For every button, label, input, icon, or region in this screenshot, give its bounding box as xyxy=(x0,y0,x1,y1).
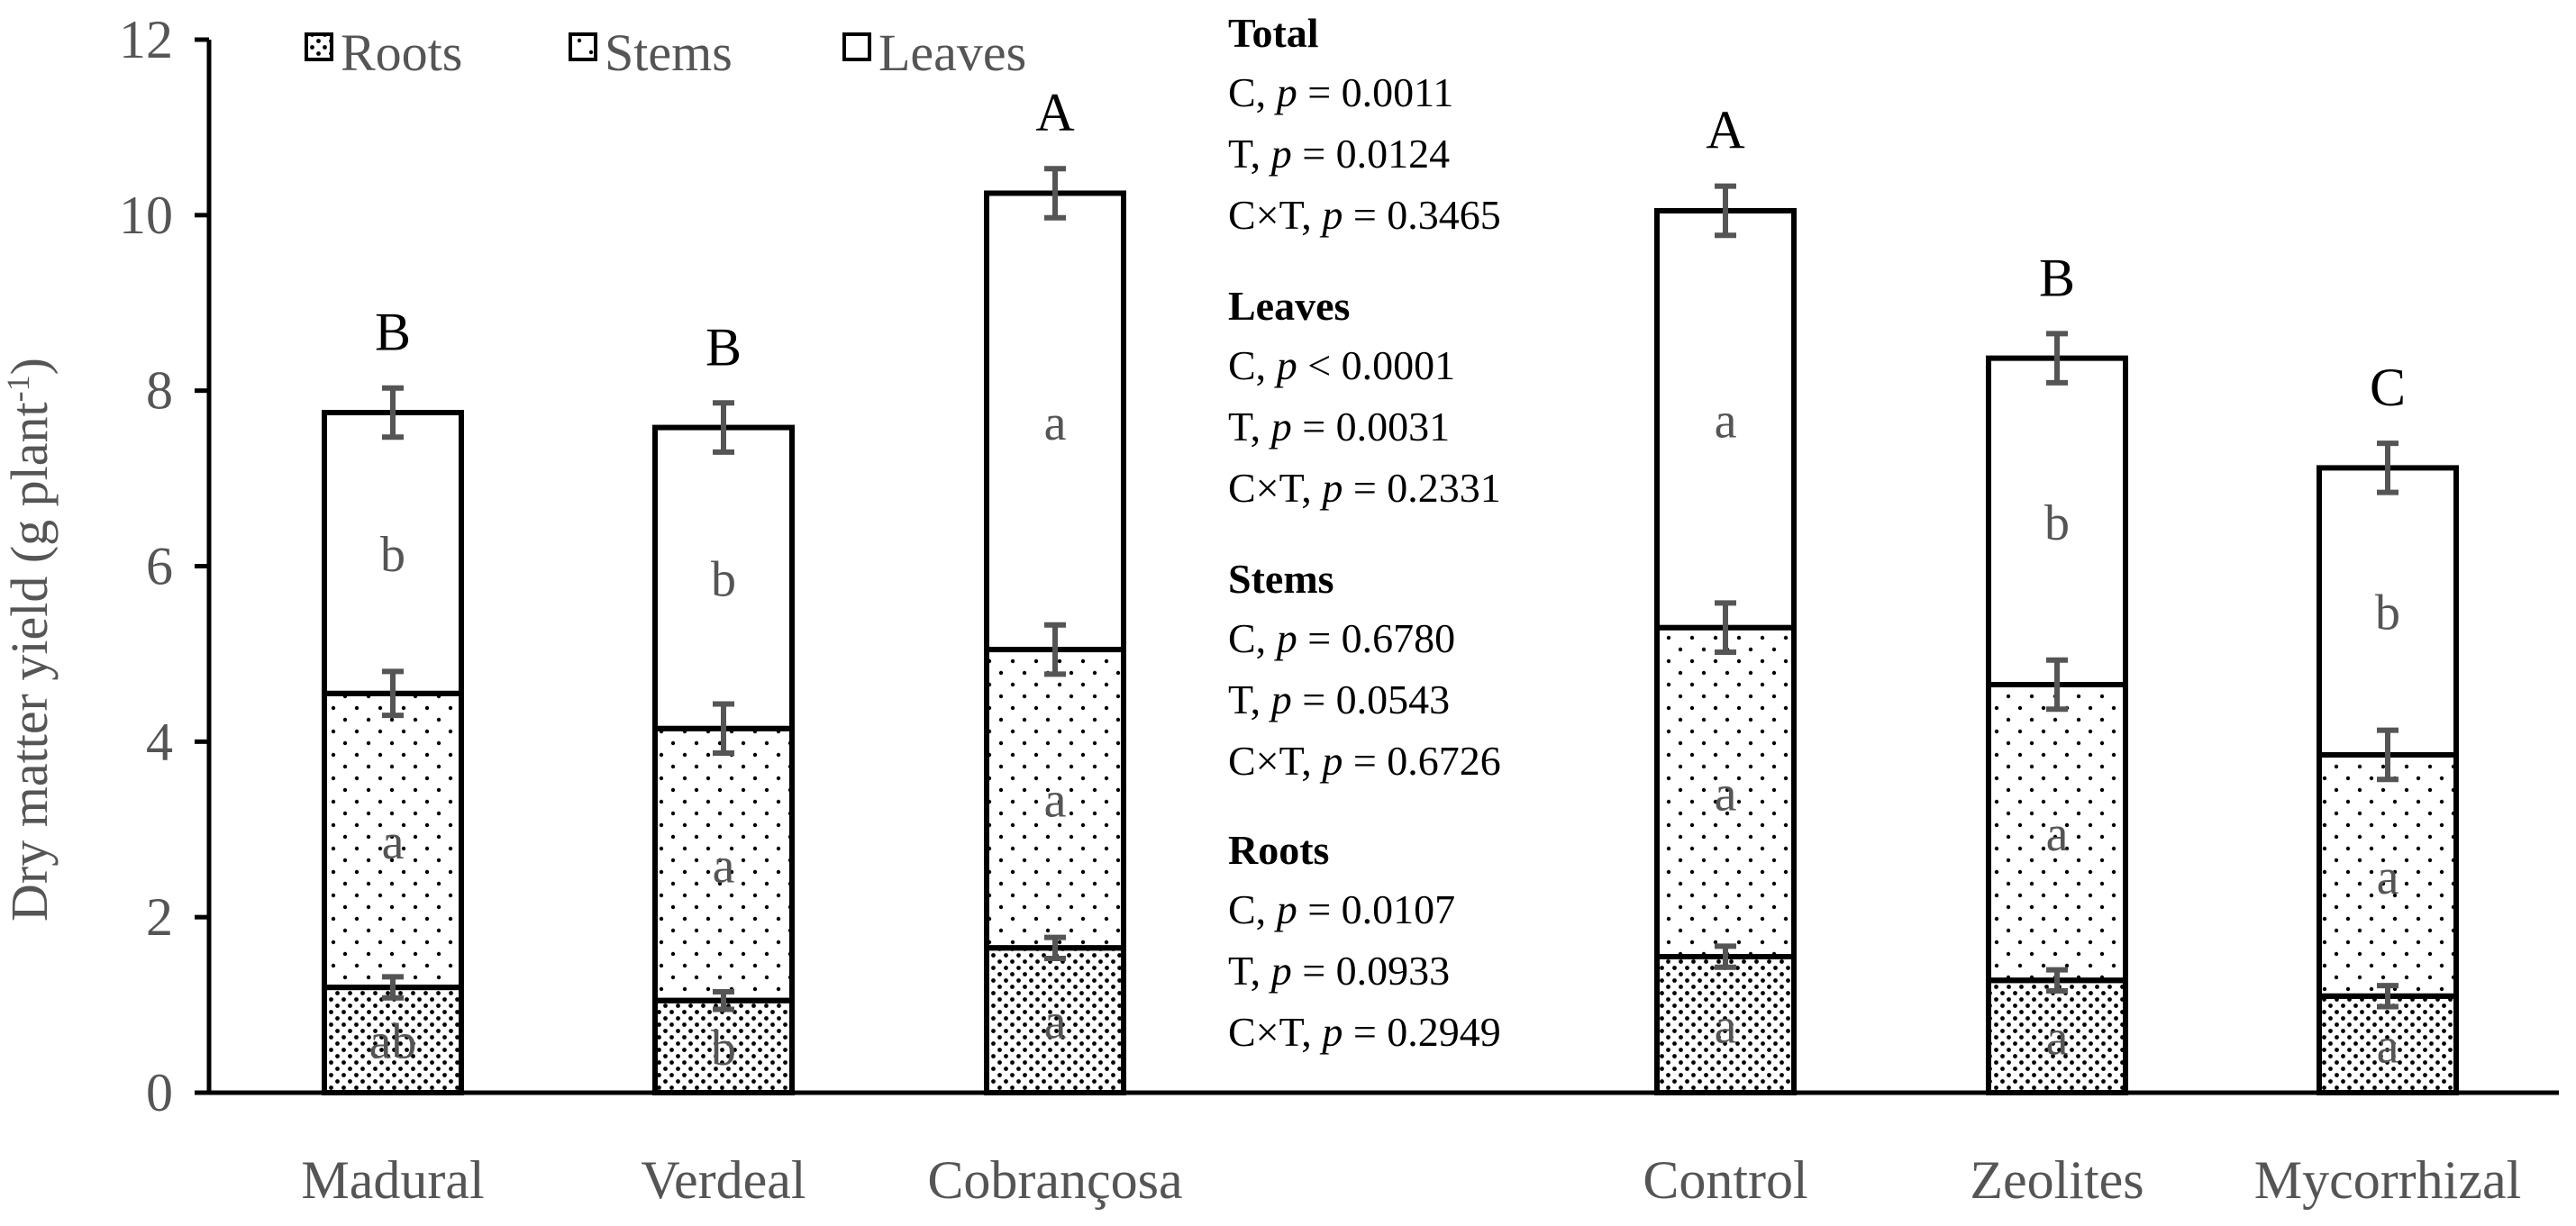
error-bar-stems xyxy=(2377,727,2399,783)
legend-swatch-leaves xyxy=(842,32,871,61)
error-bar-stems xyxy=(2046,657,2068,713)
stats-line: T, p = 0.0031 xyxy=(1228,404,1450,450)
stats-heading-leaves: Leaves xyxy=(1228,283,1350,329)
y-tick-label: 10 xyxy=(119,186,173,245)
legend-label-roots: Roots xyxy=(341,23,462,82)
axes-layer xyxy=(195,37,2559,1095)
bar-segment-stems xyxy=(1654,624,1797,960)
y-tick-label: 4 xyxy=(146,712,173,771)
bar-segment-leaves xyxy=(1654,207,1797,631)
x-tick-label: Cobrançosa xyxy=(927,1150,1182,1210)
error-bar-roots xyxy=(2046,967,2068,994)
error-bar-leaves xyxy=(2377,440,2399,495)
error-bar-roots xyxy=(2377,983,2399,1010)
segment-letter-leaves: a xyxy=(1044,395,1067,451)
bar-segment-roots xyxy=(1654,954,1797,1095)
total-letter: B xyxy=(2039,248,2075,307)
y-tick-label: 2 xyxy=(146,887,173,947)
stats-heading-roots: Roots xyxy=(1228,827,1329,873)
segment-letter-stems: a xyxy=(1715,766,1737,822)
segment-letter-roots: ab xyxy=(369,1014,417,1070)
y-axis-title: Dry matter yield (g plant-1) xyxy=(0,358,59,922)
stats-line: C×T, p = 0.2331 xyxy=(1228,465,1501,511)
y-tick-label: 0 xyxy=(146,1063,173,1122)
bar-segment-roots xyxy=(652,997,795,1096)
bar-segment-stems xyxy=(984,647,1126,951)
legend-item-stems: Stems xyxy=(569,23,733,82)
labels-layer: ababBMaduralbabBVerdealaaaACobrançosaaaa… xyxy=(119,10,2521,1210)
error-bar-roots xyxy=(382,974,404,1001)
segment-letter-stems: a xyxy=(713,839,735,895)
stats-line: C, p = 0.6780 xyxy=(1228,615,1455,661)
x-tick-label: Verdeal xyxy=(641,1150,806,1210)
y-tick-label: 6 xyxy=(146,537,173,596)
bar-segment-leaves xyxy=(2317,465,2459,758)
bar-segment-leaves xyxy=(652,424,795,731)
legend-item-roots: Roots xyxy=(305,23,462,82)
stats-heading-total: Total xyxy=(1228,10,1319,56)
stats-heading-stems: Stems xyxy=(1228,556,1334,602)
error-bar-roots xyxy=(713,988,734,1013)
stats-leaves: Leaves C, p < 0.0001 T, p = 0.0031 C×T, … xyxy=(1228,283,1501,511)
error-bar-leaves xyxy=(713,400,734,455)
error-bar-stems xyxy=(713,701,734,756)
error-bar-roots xyxy=(1044,934,1066,961)
segment-letter-stems: a xyxy=(382,814,405,870)
error-bar-leaves xyxy=(382,385,404,440)
stats-line: T, p = 0.0543 xyxy=(1228,677,1450,722)
stats-line: T, p = 0.0933 xyxy=(1228,948,1450,994)
segment-letter-leaves: a xyxy=(1715,393,1737,449)
segment-letter-roots: b xyxy=(711,1021,736,1076)
x-tick-label: Zeolites xyxy=(1970,1150,2144,1210)
stats-line: C×T, p = 0.6726 xyxy=(1228,738,1501,784)
bar-segment-stems xyxy=(322,690,464,991)
y-tick-label: 12 xyxy=(119,10,173,69)
x-tick-label: Mycorrhizal xyxy=(2254,1150,2522,1210)
segment-letter-roots: a xyxy=(1044,994,1067,1050)
segment-letter-roots: a xyxy=(2046,1011,2069,1067)
error-bar-stems xyxy=(1044,622,1066,677)
x-tick-label: Control xyxy=(1643,1150,1807,1210)
bar-segment-stems xyxy=(2317,751,2459,999)
error-bar-stems xyxy=(382,668,404,719)
stats-total: Total C, p = 0.0011 T, p = 0.0124 C×T, p… xyxy=(1228,10,1501,238)
segment-letter-leaves: b xyxy=(2375,586,2400,641)
total-letter: B xyxy=(705,317,742,377)
legend: Roots Stems Leaves xyxy=(305,23,1026,82)
stats-line: C, p < 0.0001 xyxy=(1228,342,1455,388)
legend-item-leaves: Leaves xyxy=(842,23,1026,82)
stats-line: C×T, p = 0.2949 xyxy=(1228,1009,1501,1055)
y-tick-label: 8 xyxy=(146,361,173,421)
total-letter: A xyxy=(1706,101,1744,160)
segment-letter-leaves: b xyxy=(2044,495,2070,551)
stats-stems: Stems C, p = 0.6780 T, p = 0.0543 C×T, p… xyxy=(1228,556,1501,784)
stats-line: C, p = 0.0107 xyxy=(1228,886,1455,932)
legend-swatch-roots xyxy=(305,32,333,61)
error-bar-leaves xyxy=(1044,166,1066,221)
segment-letter-stems: a xyxy=(2046,806,2069,862)
stats-line: T, p = 0.0124 xyxy=(1228,131,1450,177)
segment-letter-stems: a xyxy=(2377,849,2399,905)
total-letter: A xyxy=(1035,83,1074,142)
stats-line: C, p = 0.0011 xyxy=(1228,69,1453,115)
x-tick-label: Madural xyxy=(301,1150,484,1210)
segment-letter-stems: a xyxy=(1044,773,1067,829)
total-letter: B xyxy=(375,303,411,362)
segment-letter-roots: a xyxy=(2377,1018,2399,1074)
legend-label-leaves: Leaves xyxy=(878,23,1026,82)
segment-letter-roots: a xyxy=(1715,999,1737,1055)
statistics-annotation: Total C, p = 0.0011 T, p = 0.0124 C×T, p… xyxy=(1228,10,1501,1055)
legend-label-stems: Stems xyxy=(605,23,733,82)
error-bar-leaves xyxy=(2046,331,2068,386)
segment-letter-leaves: b xyxy=(380,527,405,583)
stats-line: C×T, p = 0.3465 xyxy=(1228,192,1501,238)
legend-swatch-stems xyxy=(569,32,597,61)
stats-roots: Roots C, p = 0.0107 T, p = 0.0933 C×T, p… xyxy=(1228,827,1501,1055)
error-bar-stems xyxy=(1715,600,1736,655)
error-bar-roots xyxy=(1715,943,1736,970)
segment-letter-leaves: b xyxy=(711,552,736,608)
error-bar-leaves xyxy=(1715,183,1736,239)
total-letter: C xyxy=(2370,358,2406,417)
